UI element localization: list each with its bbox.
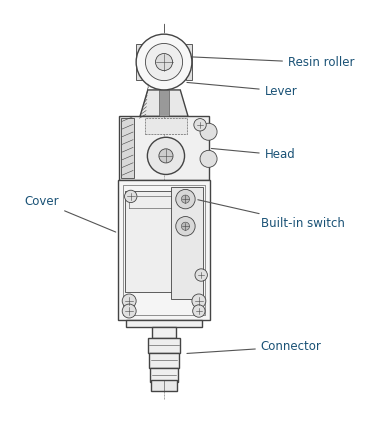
Text: Built-in switch: Built-in switch (198, 200, 345, 230)
Text: Connector: Connector (187, 340, 322, 353)
Circle shape (122, 294, 136, 308)
Text: Cover: Cover (25, 195, 116, 232)
Circle shape (136, 34, 192, 90)
Bar (145, 118, 187, 134)
Bar (125, 190, 174, 292)
Circle shape (200, 150, 217, 167)
Bar (186, 44, 192, 80)
Circle shape (147, 137, 184, 175)
Circle shape (192, 294, 206, 308)
Text: Lever: Lever (187, 83, 298, 98)
Bar (136, 44, 142, 80)
Circle shape (200, 123, 217, 140)
Bar (126, 319, 202, 326)
Text: Resin roller: Resin roller (180, 56, 355, 69)
Circle shape (181, 222, 190, 230)
Bar (123, 185, 205, 315)
Circle shape (176, 217, 195, 236)
Bar (148, 338, 180, 353)
Circle shape (145, 43, 183, 81)
Circle shape (195, 269, 207, 281)
Bar (118, 180, 210, 319)
Bar (149, 353, 179, 368)
Text: Head: Head (211, 148, 296, 162)
Circle shape (122, 304, 136, 318)
Bar (151, 380, 177, 391)
Bar (152, 326, 176, 338)
Bar (119, 116, 209, 180)
Circle shape (156, 53, 172, 71)
Polygon shape (140, 90, 188, 116)
Circle shape (194, 119, 206, 131)
Circle shape (181, 195, 190, 203)
Bar (121, 118, 134, 178)
Circle shape (159, 149, 173, 163)
Bar (150, 368, 178, 382)
Bar (171, 187, 203, 299)
Circle shape (176, 190, 195, 209)
Circle shape (193, 305, 205, 317)
Bar (160, 90, 168, 116)
Circle shape (124, 190, 137, 203)
